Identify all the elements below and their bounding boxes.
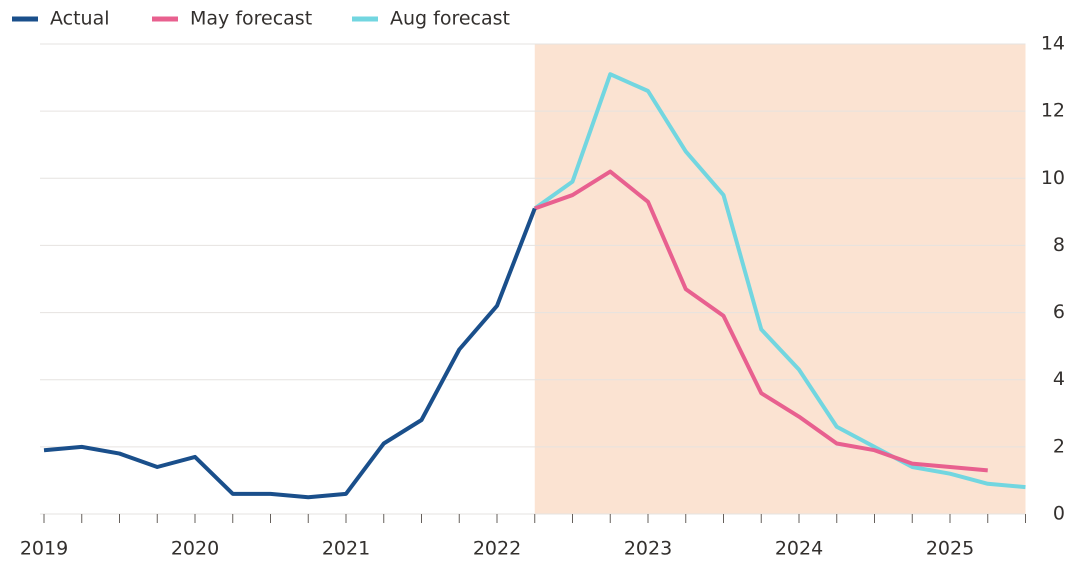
y-tick-label: 0 xyxy=(1053,503,1065,525)
x-tick-label: 2024 xyxy=(775,538,823,560)
y-tick-label: 4 xyxy=(1053,368,1065,390)
y-tick-label: 2 xyxy=(1053,435,1065,457)
y-tick-label: 8 xyxy=(1053,234,1065,256)
x-tick-label: 2022 xyxy=(473,538,521,560)
line-series xyxy=(534,169,988,473)
legend-label: May forecast xyxy=(190,8,312,30)
x-tick-label: 2020 xyxy=(171,538,219,560)
legend-label: Aug forecast xyxy=(390,8,510,30)
y-tick-label: 6 xyxy=(1053,301,1065,323)
y-tick-label: 10 xyxy=(1041,167,1065,189)
line-series xyxy=(533,72,1026,490)
forecast-region xyxy=(534,44,1026,514)
y-tick-label: 14 xyxy=(1041,33,1065,55)
line-series xyxy=(43,207,537,500)
x-tick-label: 2021 xyxy=(322,538,370,560)
y-tick-label: 12 xyxy=(1041,100,1065,122)
legend-label: Actual xyxy=(50,8,110,30)
x-tick-label: 2019 xyxy=(20,538,68,560)
x-tick-label: 2025 xyxy=(926,538,974,560)
x-tick-label: 2023 xyxy=(624,538,672,560)
